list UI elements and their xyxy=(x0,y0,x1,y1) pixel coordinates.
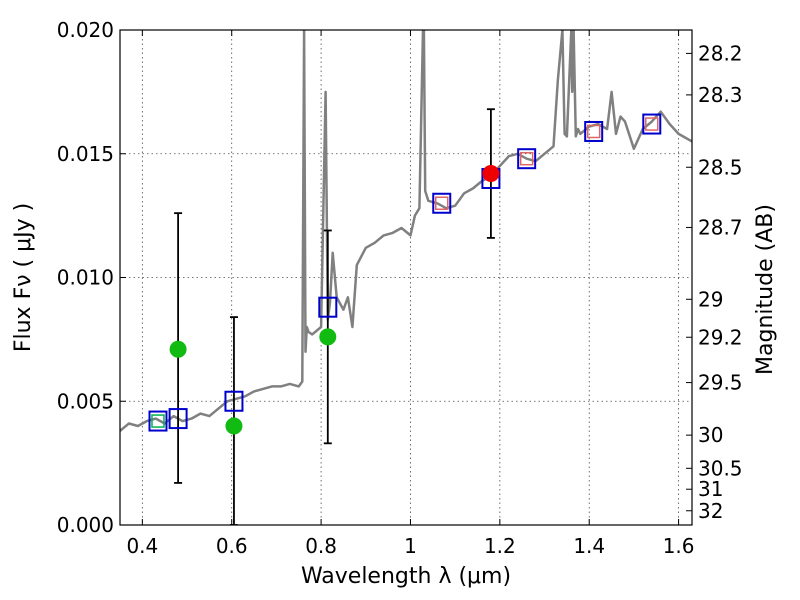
y2-tick-label: 28.7 xyxy=(698,215,743,239)
y2-tick-label: 28.3 xyxy=(698,83,743,107)
x-tick-label: 0.6 xyxy=(216,534,248,558)
grid-lines xyxy=(120,30,692,525)
x-tick-label: 1.6 xyxy=(663,534,695,558)
axis-labels: Wavelength λ (μm) Flux Fν ( μJy ) Magnit… xyxy=(11,203,778,589)
y2-tick-label: 32 xyxy=(698,499,723,523)
tick-layer: 0.4 0.6 0.8 1 1.2 1.4 1.6 0.000 0.005 0.010 0.015 0… xyxy=(57,18,743,558)
photometry-square xyxy=(584,120,604,142)
y2-axis-label: Magnitude (AB) xyxy=(753,204,778,375)
y2-tick-label: 29.5 xyxy=(698,371,743,395)
measured-flux-point xyxy=(319,328,337,346)
x-tick-label: 1.2 xyxy=(484,534,516,558)
measured-flux-point xyxy=(225,417,243,435)
model-flux-square xyxy=(151,414,165,428)
measured-flux-point xyxy=(169,340,187,358)
model-flux-square xyxy=(435,196,449,210)
x-tick-label: 0.4 xyxy=(126,534,158,558)
y2-tick-label: 29 xyxy=(698,287,723,311)
y2-tick-label: 30.5 xyxy=(698,456,743,480)
photometry-square xyxy=(318,296,338,318)
x-axis-label: Wavelength λ (μm) xyxy=(301,564,511,589)
y-tick-label: 0.015 xyxy=(57,142,114,166)
measured-flux-point xyxy=(482,165,500,183)
y-axis-label: Flux Fν ( μJy ) xyxy=(11,203,36,352)
y2-tick-label: 29.2 xyxy=(698,325,743,349)
data-layer xyxy=(120,30,692,525)
y-tick-label: 0.005 xyxy=(57,389,114,413)
y2-tick-label: 28.5 xyxy=(698,155,743,179)
photometry-square xyxy=(517,148,537,170)
x-tick-label: 1 xyxy=(404,534,417,558)
model-flux-square xyxy=(645,117,659,131)
y-tick-label: 0.020 xyxy=(57,18,114,42)
photometry-square xyxy=(642,113,662,135)
y-tick-label: 0.000 xyxy=(57,513,114,537)
model-spectrum-line xyxy=(120,30,692,432)
x-tick-label: 0.8 xyxy=(305,534,337,558)
photometry-square xyxy=(432,192,452,214)
photometry-square xyxy=(148,410,168,432)
y2-tick-label: 30 xyxy=(698,423,723,447)
x-tick-label: 1.4 xyxy=(573,534,605,558)
y2-tick-label: 28.2 xyxy=(698,41,743,65)
y-tick-label: 0.010 xyxy=(57,266,114,290)
model-flux-square xyxy=(586,124,601,139)
photometry-square xyxy=(224,390,244,412)
y2-tick-label: 31 xyxy=(698,477,723,501)
model-flux-square xyxy=(519,151,534,166)
photometry-square xyxy=(168,408,188,430)
